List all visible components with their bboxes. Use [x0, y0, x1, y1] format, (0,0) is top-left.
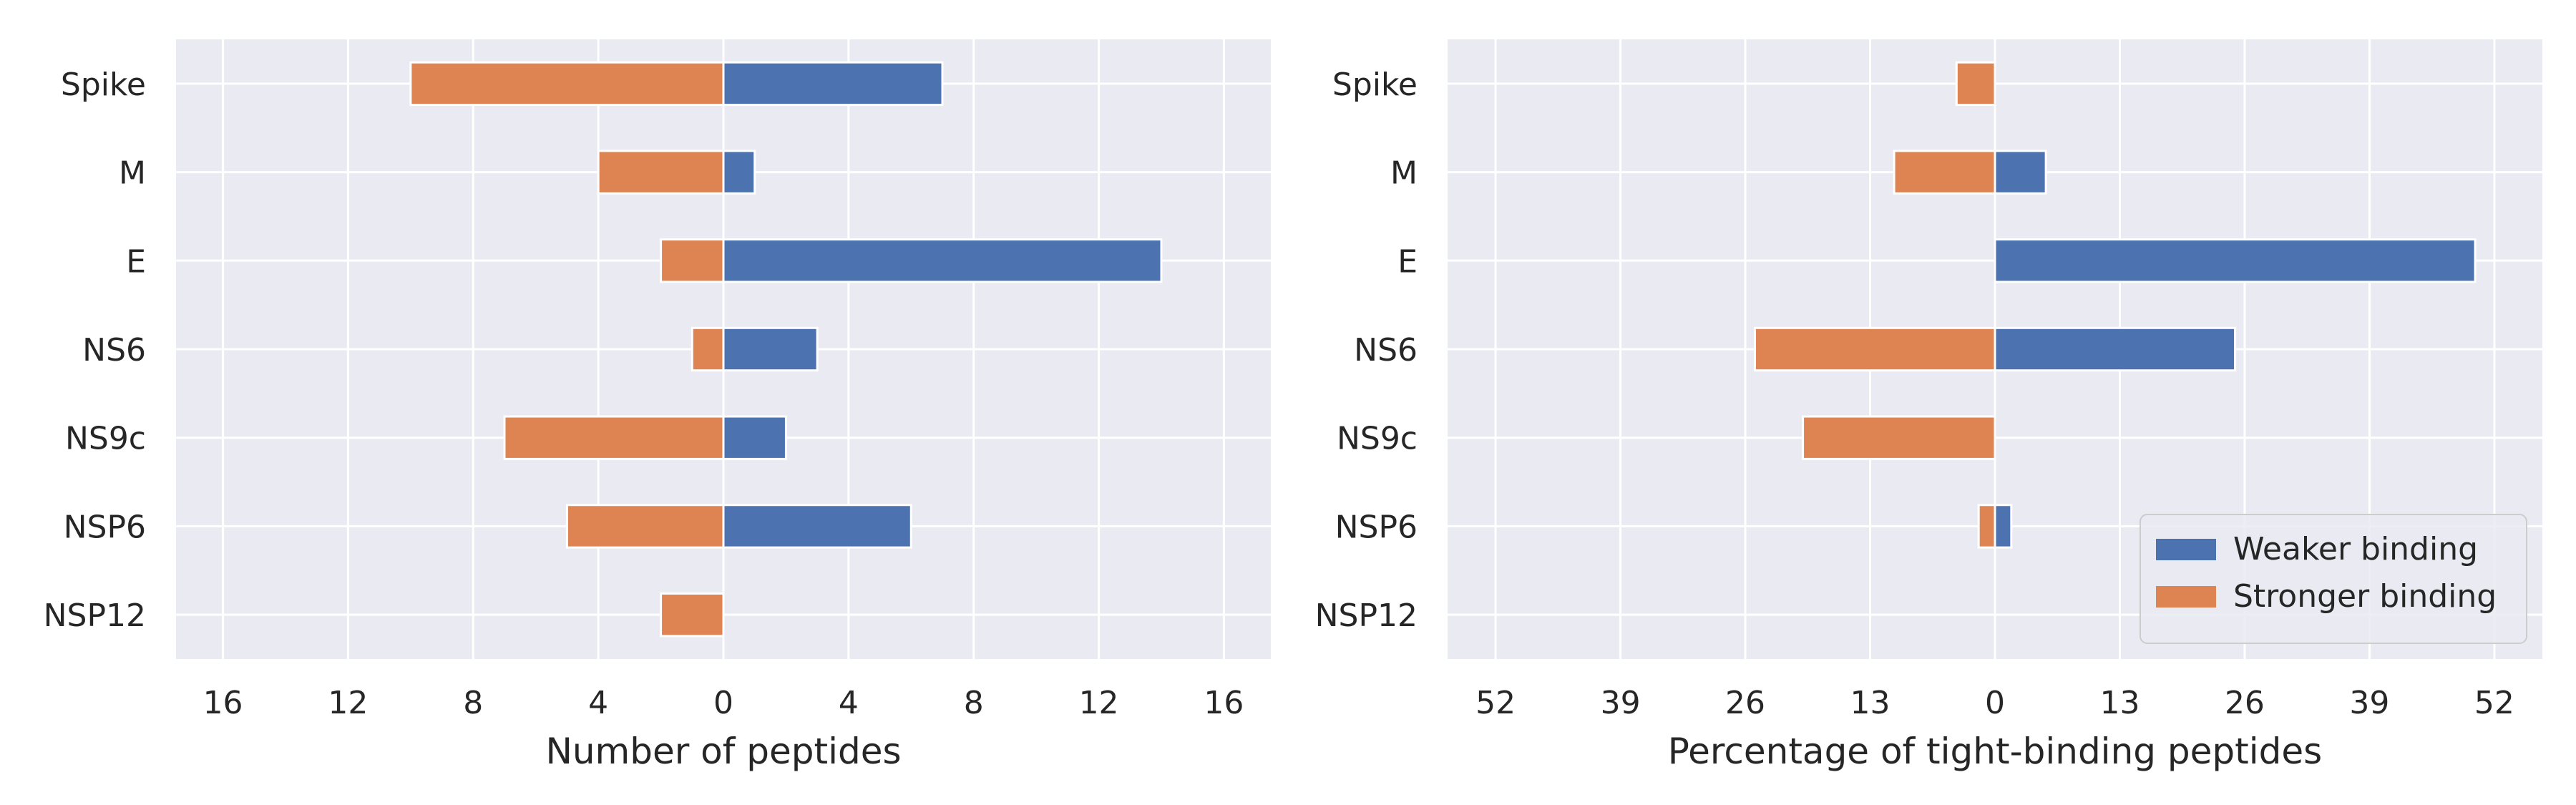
y-tick-label-m: M: [1390, 155, 1418, 192]
legend-box: [2140, 514, 2527, 644]
legend: Weaker binding Stronger binding: [2140, 514, 2527, 644]
x-tick-label: 0: [713, 685, 733, 721]
x-tick-label: 13: [2099, 685, 2140, 721]
right-chart: Spike M E NS6 NS9c NSP6 NSP12 52 39 26 13 0 13 26 39 52…: [1315, 39, 2542, 772]
x-tick-label: 8: [463, 685, 483, 721]
x-tick-label: 16: [1204, 685, 1244, 721]
bar-weaker-e: [722, 238, 1163, 283]
y-tick-label-ns9c: NS9c: [65, 421, 146, 457]
y-tick-label-spike: Spike: [1332, 67, 1418, 103]
x-tick-label: 26: [2225, 685, 2265, 721]
bar-stronger-ns6: [691, 326, 725, 372]
x-tick-label: 26: [1725, 685, 1765, 721]
x-tick-label: 12: [1079, 685, 1119, 721]
bar-weaker-nsp6: [722, 504, 912, 549]
y-tick-label-ns9c: NS9c: [1337, 421, 1418, 457]
legend-swatch-stronger-binding: [2156, 586, 2216, 608]
x-tick-label: 52: [1475, 685, 1516, 721]
bar-stronger-e: [660, 238, 725, 283]
x-tick-label: 13: [1850, 685, 1890, 721]
bar-stronger-ns9c: [1802, 415, 1996, 460]
bar-weaker-nsp6: [1994, 504, 2013, 549]
bar-stronger-m: [597, 150, 725, 195]
x-tick-label: 8: [964, 685, 984, 721]
legend-swatch-weaker-binding: [2156, 539, 2216, 560]
y-tick-label-ns6: NS6: [1354, 332, 1418, 369]
x-axis-label: Number of peptides: [545, 731, 901, 772]
y-tick-label-nsp6: NSP6: [64, 509, 146, 545]
bar-weaker-m: [1994, 150, 2047, 195]
x-tick-label: 16: [203, 685, 243, 721]
legend-label-stronger-binding: Stronger binding: [2233, 578, 2497, 615]
y-tick-label-nsp12: NSP12: [44, 597, 146, 634]
x-tick-label: 4: [839, 685, 859, 721]
bar-weaker-e: [1994, 238, 2477, 283]
x-tick-label: 39: [1601, 685, 1641, 721]
bar-weaker-ns6: [722, 326, 819, 372]
bar-stronger-spike: [409, 61, 725, 107]
y-tick-label-nsp12: NSP12: [1315, 597, 1418, 634]
x-axis-label: Percentage of tight-binding peptides: [1668, 731, 2322, 772]
x-tick-label: 52: [2474, 685, 2514, 721]
bar-weaker-ns9c: [722, 415, 787, 460]
y-tick-label-ns6: NS6: [82, 332, 146, 369]
bar-stronger-nsp6: [565, 504, 725, 549]
bar-weaker-ns6: [1994, 326, 2237, 372]
bar-weaker-m: [722, 150, 756, 195]
left-chart: Spike M E NS6 NS9c NSP6 NSP12 16 12 8 4 0 4 8 12 16 Numb…: [44, 39, 1271, 772]
y-tick-label-nsp6: NSP6: [1335, 509, 1418, 545]
y-tick-label-m: M: [119, 155, 146, 192]
x-tick-label: 12: [328, 685, 368, 721]
y-tick-label-e: E: [1397, 243, 1418, 280]
x-tick-label: 4: [588, 685, 608, 721]
legend-label-weaker-binding: Weaker binding: [2233, 531, 2478, 567]
bar-stronger-ns6: [1753, 326, 1996, 372]
y-tick-label-spike: Spike: [61, 67, 146, 103]
bar-stronger-spike: [1955, 61, 1996, 107]
y-tick-label-e: E: [126, 243, 146, 280]
bar-weaker-spike: [722, 61, 944, 107]
x-tick-label: 0: [1985, 685, 2005, 721]
x-tick-label: 39: [2349, 685, 2389, 721]
bar-stronger-ns9c: [503, 415, 725, 460]
bar-stronger-nsp12: [660, 592, 725, 638]
bar-stronger-m: [1893, 150, 1996, 195]
bar-stronger-nsp6: [1977, 504, 1996, 549]
